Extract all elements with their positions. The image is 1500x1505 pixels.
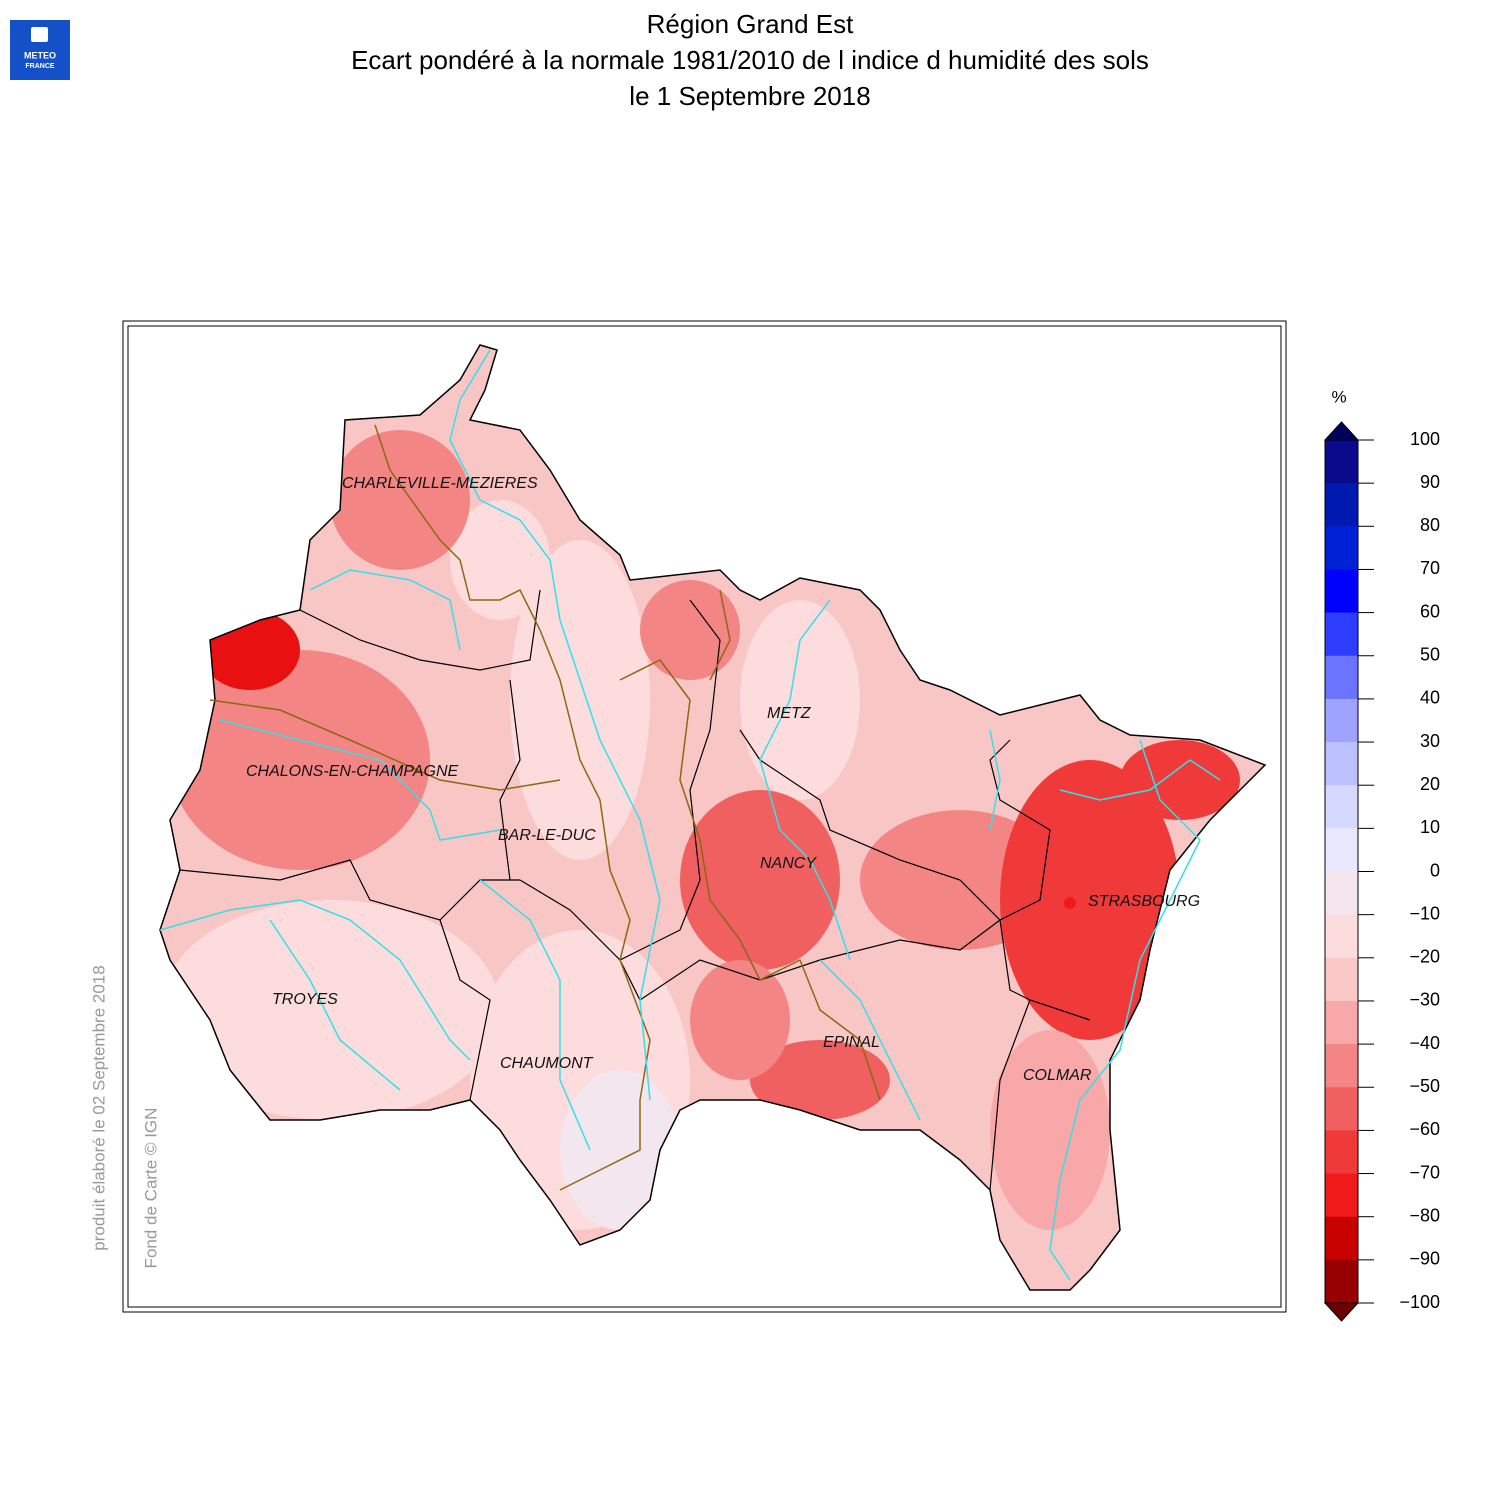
colorbar-tick-label: 90 — [1420, 472, 1440, 492]
colorbar-bin — [1325, 914, 1358, 959]
produced-note: produit élaboré le 02 Septembre 2018 — [89, 965, 108, 1250]
city-label: TROYES — [272, 991, 338, 1008]
colorbar-bin — [1325, 1087, 1358, 1131]
colorbar-tick-label: 100 — [1410, 429, 1440, 449]
colorbar-tick-label: −20 — [1409, 947, 1440, 967]
basemap-note: Fond de Carte © IGN — [141, 1108, 160, 1269]
colorbar-bin — [1325, 828, 1358, 872]
colorbar-tick-label: 60 — [1420, 601, 1440, 621]
colorbar-bin — [1325, 483, 1358, 527]
colorbar-bin — [1325, 1259, 1358, 1304]
colorbar-bin — [1325, 698, 1358, 743]
colorbar-tick-label: 10 — [1420, 817, 1440, 837]
title: Ecart pondéré à la normale 1981/2010 de … — [351, 45, 1149, 75]
colorbar-tick-label: −80 — [1409, 1205, 1440, 1225]
colorbar-bin — [1325, 612, 1358, 657]
colorbar-bin — [1325, 569, 1358, 614]
city-label: COLMAR — [1023, 1067, 1092, 1084]
colorbar-bin — [1325, 871, 1358, 916]
colorbar-bin — [1325, 1216, 1358, 1261]
colorbar-bin — [1325, 1000, 1358, 1045]
city-label: STRASBOURG — [1088, 893, 1200, 910]
colorbar-bin — [1325, 742, 1358, 786]
colorbar-tick-label: −70 — [1409, 1162, 1440, 1182]
rivers — [159, 349, 1221, 1281]
city-label: EPINAL — [823, 1034, 880, 1051]
colorbar-tick-label: −100 — [1399, 1292, 1440, 1312]
region-outline — [159, 344, 1267, 1291]
city-label: CHARLEVILLE-MEZIERES — [342, 475, 538, 492]
city-label: BAR-LE-DUC — [498, 827, 596, 844]
title: Région Grand Est — [647, 9, 854, 39]
colorbar-tick-label: −10 — [1409, 903, 1440, 923]
colorbar-tick-label: 50 — [1420, 645, 1440, 665]
colorbar-tick-label: −40 — [1409, 1033, 1440, 1053]
city-label: NANCY — [760, 855, 817, 872]
colorbar-bin — [1325, 440, 1358, 484]
logo-icon — [31, 27, 48, 42]
city-dot — [1064, 897, 1076, 909]
colorbar-tick-label: 80 — [1420, 515, 1440, 535]
colorbar-over — [1323, 421, 1360, 441]
colorbar-tick-label: −30 — [1409, 990, 1440, 1010]
colorbar-tick-label: 20 — [1420, 774, 1440, 794]
city-label: CHALONS-EN-CHAMPAGNE — [246, 763, 459, 780]
colorbar-bin — [1325, 1044, 1358, 1088]
city-label: METZ — [767, 705, 812, 722]
logo-text: METEO — [24, 50, 56, 60]
colorbar-tick-label: −60 — [1409, 1119, 1440, 1139]
logo-text: FRANCE — [25, 63, 54, 70]
title: le 1 Septembre 2018 — [629, 81, 870, 111]
colorbar-bin — [1325, 1173, 1358, 1218]
colorbar-tick-label: −50 — [1409, 1076, 1440, 1096]
city-label: CHAUMONT — [500, 1055, 594, 1072]
colorbar-under — [1323, 1302, 1360, 1322]
colorbar-unit: % — [1331, 387, 1346, 406]
colorbar-tick-label: −90 — [1409, 1249, 1440, 1269]
frame — [127, 325, 1282, 1308]
colorbar-bin — [1325, 957, 1358, 1002]
colorbar-tick-label: 70 — [1420, 558, 1440, 578]
colorbar-bin — [1325, 785, 1358, 829]
colorbar-bin — [1325, 655, 1358, 700]
frame — [122, 320, 1287, 1313]
soil-field — [160, 345, 1265, 1290]
colorbar-tick-label: 30 — [1420, 731, 1440, 751]
basin-borders — [209, 424, 881, 1191]
colorbar-tick-label: 40 — [1420, 688, 1440, 708]
colorbar-tick-label: 0 — [1430, 860, 1440, 880]
colorbar-bin — [1325, 526, 1358, 570]
colorbar-bin — [1325, 1130, 1358, 1175]
colorbar: 1009080706050403020100−10−20−30−40−50−60… — [1323, 421, 1440, 1322]
department-borders — [179, 589, 1091, 1191]
